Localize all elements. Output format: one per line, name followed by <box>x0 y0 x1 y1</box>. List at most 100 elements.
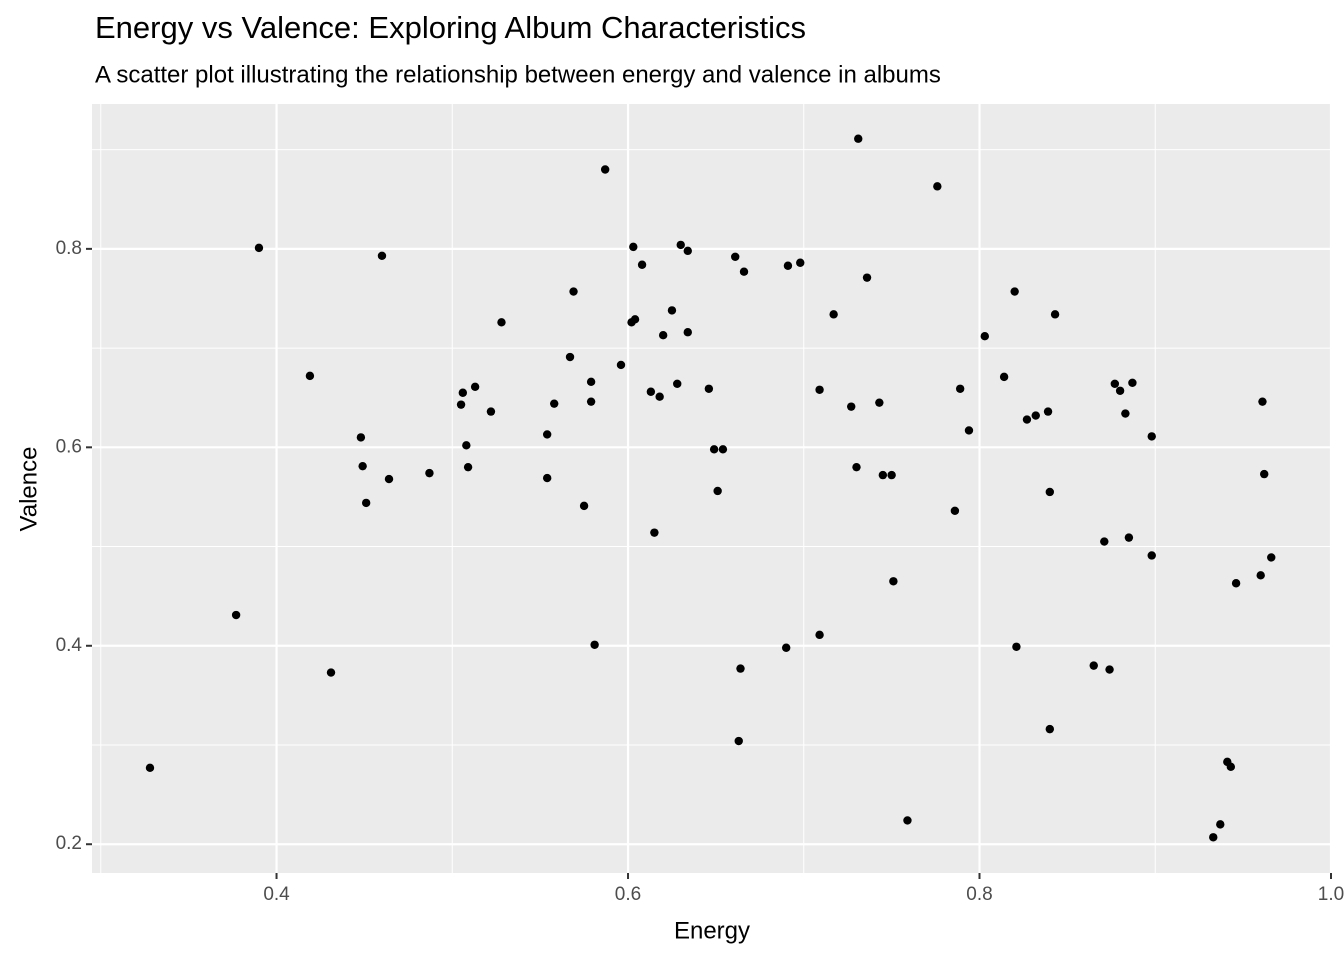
point <box>1260 469 1269 479</box>
point <box>1045 487 1055 497</box>
point <box>854 134 863 143</box>
point <box>425 468 434 478</box>
point <box>470 382 480 391</box>
point <box>1100 537 1109 546</box>
point <box>356 433 366 442</box>
point <box>964 426 974 435</box>
point <box>569 287 578 296</box>
point <box>658 330 668 340</box>
point <box>1022 415 1032 424</box>
point <box>358 461 367 471</box>
point <box>683 246 692 256</box>
point <box>384 474 394 484</box>
point <box>1121 409 1130 418</box>
point <box>463 462 473 472</box>
chart-title: Energy vs Valence: Exploring Album Chara… <box>95 10 806 45</box>
point <box>600 165 610 174</box>
point <box>887 470 896 480</box>
y-tick-label: 0.2 <box>56 833 82 854</box>
point <box>1216 820 1225 829</box>
point <box>1050 310 1060 319</box>
point <box>862 273 872 282</box>
point <box>739 267 749 276</box>
point <box>629 242 638 252</box>
point <box>1115 386 1125 395</box>
plot-panel <box>92 104 1331 873</box>
point <box>254 243 264 253</box>
point <box>1258 397 1267 406</box>
point <box>1043 407 1053 416</box>
point <box>1105 665 1114 674</box>
point <box>1089 661 1098 670</box>
point <box>550 399 559 408</box>
point <box>1010 287 1019 296</box>
point <box>646 387 656 396</box>
point <box>1045 724 1055 734</box>
point <box>377 251 387 261</box>
point <box>650 528 659 537</box>
point <box>565 352 575 362</box>
point <box>1128 378 1137 388</box>
x-tick-label: 1.0 <box>1318 884 1344 905</box>
y-tick-label: 0.4 <box>56 635 83 656</box>
point <box>1226 762 1236 772</box>
point <box>709 445 719 454</box>
point <box>667 306 677 315</box>
point <box>829 310 838 319</box>
point <box>980 331 989 341</box>
point <box>796 258 805 267</box>
point <box>586 377 596 387</box>
point <box>1147 551 1156 560</box>
point <box>305 371 315 381</box>
point <box>1267 553 1276 562</box>
point <box>1147 432 1156 441</box>
point <box>783 261 793 270</box>
point <box>1110 379 1120 389</box>
x-axis-label: Energy <box>674 917 750 944</box>
point <box>903 816 912 825</box>
point <box>579 501 589 511</box>
point <box>815 385 824 394</box>
point <box>673 379 682 389</box>
y-tick-label: 0.6 <box>56 436 82 457</box>
y-axis-label: Valence <box>15 447 42 532</box>
point <box>815 630 824 640</box>
point <box>847 402 856 411</box>
point <box>736 664 745 673</box>
x-tick-label: 0.4 <box>263 884 290 905</box>
point <box>458 388 468 397</box>
point <box>731 252 740 262</box>
point <box>1012 642 1021 651</box>
point <box>486 407 496 416</box>
point <box>361 498 371 508</box>
point <box>852 462 861 472</box>
point <box>999 372 1009 382</box>
point <box>637 260 647 269</box>
point <box>1124 533 1134 542</box>
point <box>630 315 640 324</box>
point <box>542 430 552 439</box>
point <box>542 473 552 483</box>
x-tick-label: 0.8 <box>966 884 992 905</box>
point <box>456 400 466 409</box>
point <box>655 392 664 401</box>
point <box>1231 579 1241 588</box>
point <box>704 384 714 393</box>
point <box>878 470 888 480</box>
point <box>586 397 596 406</box>
point <box>326 668 336 677</box>
chart-subtitle: A scatter plot illustrating the relation… <box>95 61 941 88</box>
point <box>1256 571 1265 580</box>
point <box>950 506 960 516</box>
point <box>1209 833 1218 842</box>
point <box>718 445 728 454</box>
point <box>781 643 791 652</box>
point <box>955 384 965 393</box>
point <box>616 360 626 370</box>
point <box>933 182 942 191</box>
point <box>889 577 898 586</box>
point <box>497 318 506 327</box>
point <box>875 398 884 407</box>
point <box>462 441 471 450</box>
